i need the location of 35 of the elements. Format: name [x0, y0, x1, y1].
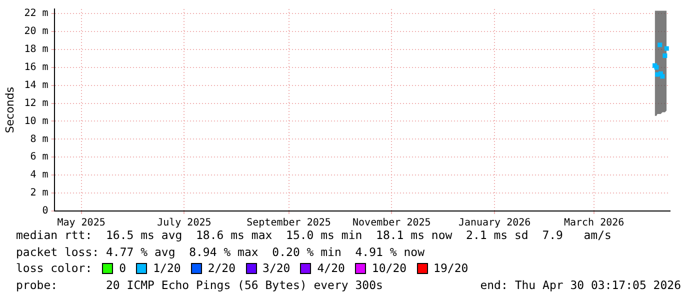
- y-tick-label: 22 m: [24, 8, 48, 20]
- x-tick-label: November 2025: [352, 218, 431, 229]
- point: [662, 53, 668, 58]
- legend-label: 4/20: [317, 261, 345, 275]
- y-tick-label: 14 m: [24, 80, 48, 91]
- y-tick-label: 12 m: [24, 98, 48, 109]
- y-tick-label: 8 m: [30, 134, 48, 145]
- legend-label: 0: [119, 261, 126, 275]
- legend-label: 3/20: [262, 261, 290, 275]
- y-tick-label: 2 m: [30, 188, 48, 199]
- y-tick-label: 6 m: [30, 152, 48, 163]
- x-tick-label: September 2025: [246, 218, 331, 229]
- y-tick-label: 4 m: [30, 170, 48, 181]
- x-tick-label: March 2026: [564, 218, 624, 229]
- legend-label: 1/20: [153, 261, 181, 275]
- y-tick-label: 10 m: [24, 116, 48, 127]
- text: packet loss: 4.77 % avg 8.94 % max 0.20 % min 4.91 % now: [16, 245, 424, 259]
- legend-label: 19/20: [434, 261, 468, 275]
- point: [658, 42, 662, 48]
- text: probe: 20 ICMP Echo Pings (56 Bytes) every 300s: [16, 278, 383, 292]
- legend-label: 10/20: [372, 261, 407, 275]
- legend-title: loss color:: [16, 261, 92, 275]
- y-tick-label: 16 m: [24, 62, 48, 73]
- x-tick-label: July 2025: [157, 218, 212, 229]
- y-tick-label: 0: [42, 206, 48, 217]
- text: median rtt: 16.5 ms avg 18.6 ms max 15.0 ms min 18.1 ms now 2.1 ms sd 7.9 am/s: [16, 228, 612, 242]
- y-tick-label: 18 m: [24, 44, 48, 55]
- x-tick-label: January 2026: [458, 218, 531, 229]
- text: end: Thu Apr 30 03:17:05 2026: [480, 278, 681, 292]
- legend-label: 2/20: [208, 261, 236, 275]
- y-axis-title: Seconds: [3, 86, 16, 134]
- x-tick-label: May 2025: [57, 218, 106, 229]
- y-tick-label: 20 m: [24, 26, 48, 38]
- point: [664, 46, 669, 51]
- point: [660, 74, 665, 79]
